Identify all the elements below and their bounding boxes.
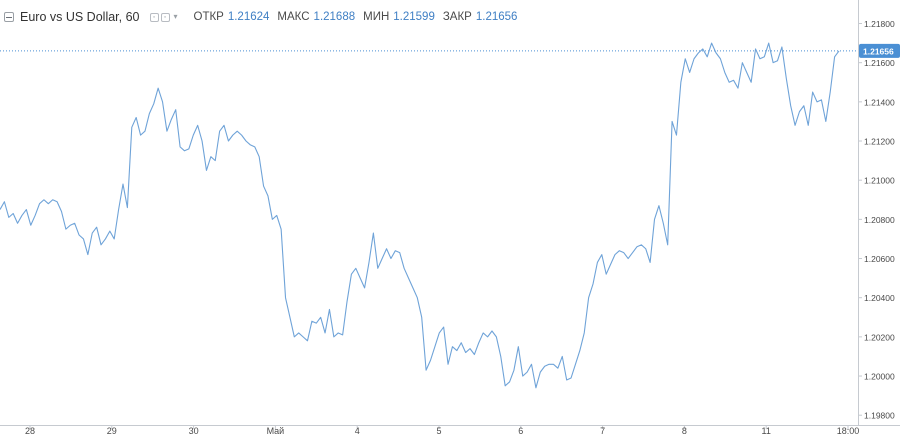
x-tick-label: 28 <box>25 426 35 436</box>
low-value: 1.21599 <box>393 11 435 23</box>
y-axis[interactable]: 1.21800 1.21600 1.21400 1.21200 1.21000 1.208… <box>858 19 895 421</box>
y-tick-label: 1.20800 <box>864 215 895 225</box>
x-tick-label: 30 <box>189 426 199 436</box>
x-tick-label: 18:00 <box>837 426 860 436</box>
x-tick-label: 6 <box>518 426 523 436</box>
y-tick-label: 1.19800 <box>864 411 895 421</box>
x-tick-label: 5 <box>436 426 441 436</box>
low-label: МИН <box>363 11 390 23</box>
close-label: ЗАКР <box>442 11 472 23</box>
high-value: 1.21688 <box>313 11 356 23</box>
x-tick-label: 8 <box>682 426 687 436</box>
x-axis[interactable]: 28 29 30 Май 4 5 6 7 8 11 18:00 <box>25 425 859 436</box>
high-label: МАКС <box>277 11 310 23</box>
chart-border <box>0 0 900 426</box>
last-price-value: 1.21656 <box>863 46 894 56</box>
last-price-badge: 1.21656 <box>859 43 900 58</box>
y-tick-label: 1.20200 <box>864 332 895 342</box>
legend-collapse-icon[interactable] <box>4 12 14 22</box>
y-tick-label: 1.20600 <box>864 254 895 264</box>
y-tick-label: 1.21000 <box>864 176 895 186</box>
y-tick-label: 1.21200 <box>864 137 895 147</box>
y-tick-label: 1.20000 <box>864 372 895 382</box>
last-price-badge-bg <box>859 43 900 58</box>
y-tick-label: 1.20400 <box>864 293 895 303</box>
eye-icon[interactable]: ◦ <box>149 12 159 22</box>
open-label: ОТКР <box>193 11 224 23</box>
close-value: 1.21656 <box>475 11 518 23</box>
y-tick-label: 1.21800 <box>864 19 895 29</box>
x-tick-label: 29 <box>107 426 117 436</box>
legend-controls: ◦ ◦ ▾ <box>149 11 180 22</box>
x-tick-label: Май <box>267 426 285 436</box>
x-tick-label: 4 <box>355 426 360 436</box>
settings-icon[interactable]: ◦ <box>160 12 170 22</box>
x-tick-label: 11 <box>762 426 771 436</box>
x-tick-label: 7 <box>600 426 605 436</box>
y-tick-label: 1.21400 <box>864 97 895 107</box>
chart-legend: Euro vs US Dollar, 60 ◦ ◦ ▾ ОТКР 1.21624… <box>4 7 517 27</box>
chevron-down-icon[interactable]: ▾ <box>173 11 178 21</box>
y-tick-label: 1.21600 <box>864 58 895 68</box>
open-value: 1.21624 <box>227 11 270 23</box>
symbol-title: Euro vs US Dollar, 60 <box>20 10 140 24</box>
series-line <box>0 42 840 389</box>
